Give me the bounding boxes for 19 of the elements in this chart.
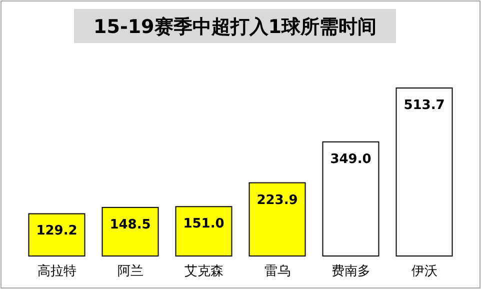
- x-tick-label: 高拉特: [37, 263, 76, 279]
- bar: [396, 88, 453, 256]
- x-tick-label: 雷乌: [264, 264, 290, 279]
- data-label: 349.0: [330, 152, 372, 167]
- x-tick-label: 阿兰: [117, 264, 144, 279]
- data-label: 148.5: [110, 217, 151, 232]
- data-label: 151.0: [183, 216, 224, 232]
- x-tick-label: 艾克森: [184, 264, 224, 279]
- bar: [248, 182, 306, 256]
- x-tick-label: 费南多: [331, 264, 370, 279]
- bar: [102, 206, 159, 256]
- bar: [28, 213, 86, 256]
- data-label: 223.9: [256, 192, 298, 208]
- data-label: 513.7: [404, 98, 445, 113]
- chart-title: 15-19赛季中超打入1球所需时间: [94, 16, 376, 38]
- x-tick-label: 伊沃: [411, 264, 438, 279]
- bar: [175, 206, 232, 256]
- data-label: 129.2: [36, 224, 78, 239]
- bar: [322, 141, 380, 256]
